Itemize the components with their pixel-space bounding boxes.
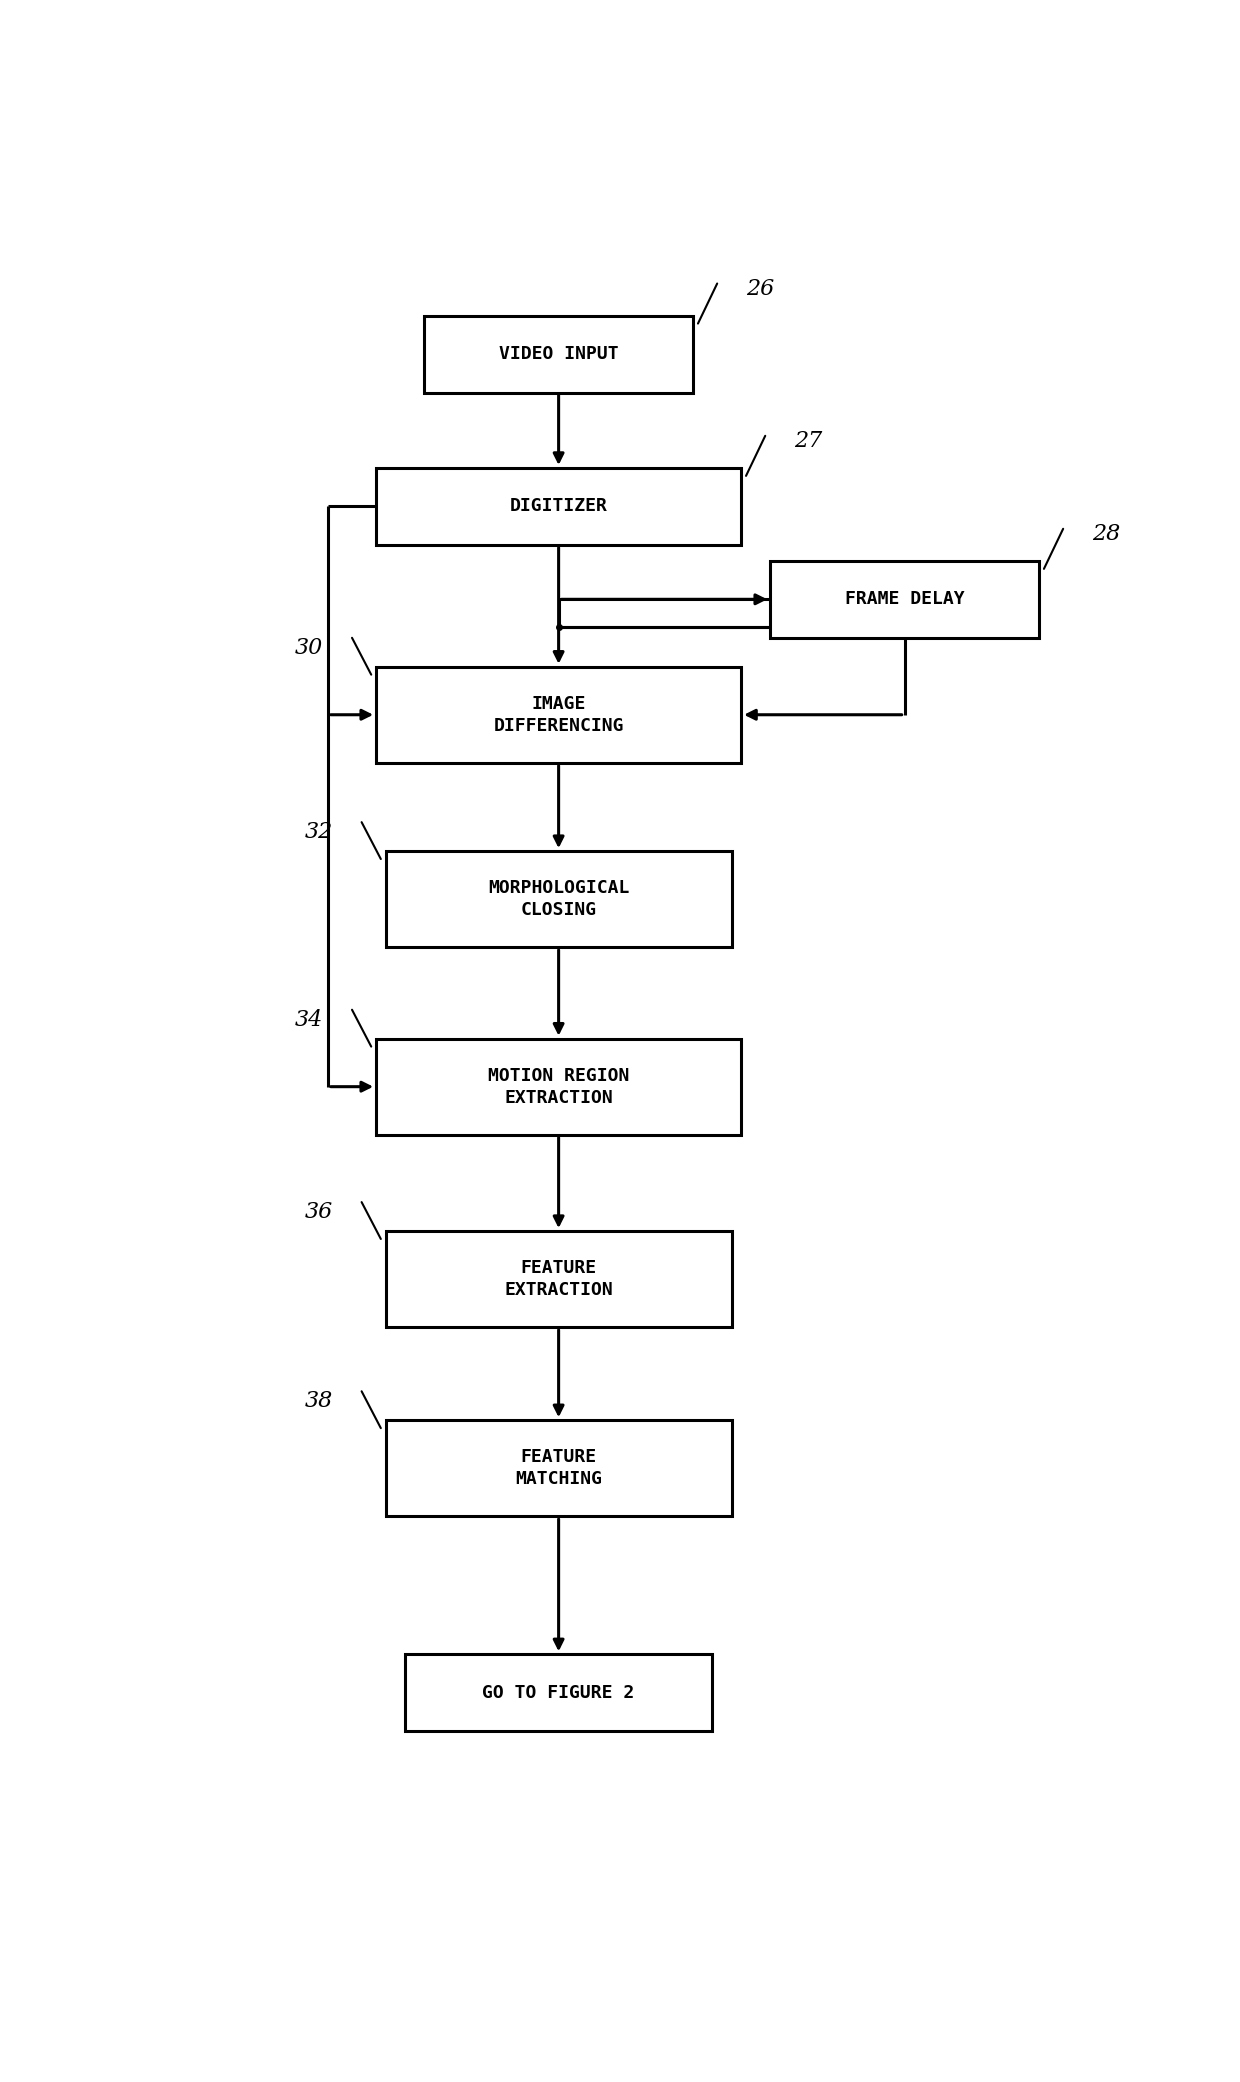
Bar [376, 1039, 742, 1135]
Text: MORPHOLOGICAL
CLOSING: MORPHOLOGICAL CLOSING [487, 879, 630, 920]
Text: 34: 34 [295, 1008, 324, 1031]
Bar [376, 468, 742, 545]
Text: VIDEO INPUT: VIDEO INPUT [498, 346, 619, 362]
Text: 30: 30 [295, 637, 324, 658]
Text: FEATURE
EXTRACTION: FEATURE EXTRACTION [505, 1260, 613, 1299]
Text: 38: 38 [305, 1391, 332, 1412]
Bar [386, 1230, 732, 1326]
Text: MOTION REGION
EXTRACTION: MOTION REGION EXTRACTION [487, 1066, 630, 1108]
Bar [376, 666, 742, 762]
Text: FEATURE
MATCHING: FEATURE MATCHING [515, 1449, 603, 1489]
Text: 28: 28 [1092, 523, 1120, 545]
Text: IMAGE
DIFFERENCING: IMAGE DIFFERENCING [494, 695, 624, 735]
Bar [770, 560, 1039, 637]
Text: GO TO FIGURE 2: GO TO FIGURE 2 [482, 1684, 635, 1701]
Bar [386, 1420, 732, 1516]
Bar [404, 1655, 713, 1730]
Text: DIGITIZER: DIGITIZER [510, 498, 608, 516]
Text: 27: 27 [794, 429, 822, 452]
Text: FRAME DELAY: FRAME DELAY [844, 591, 965, 608]
Text: 26: 26 [746, 277, 774, 300]
Bar [424, 316, 693, 393]
Text: 32: 32 [305, 820, 332, 843]
Bar [386, 852, 732, 947]
Text: 36: 36 [305, 1201, 332, 1222]
